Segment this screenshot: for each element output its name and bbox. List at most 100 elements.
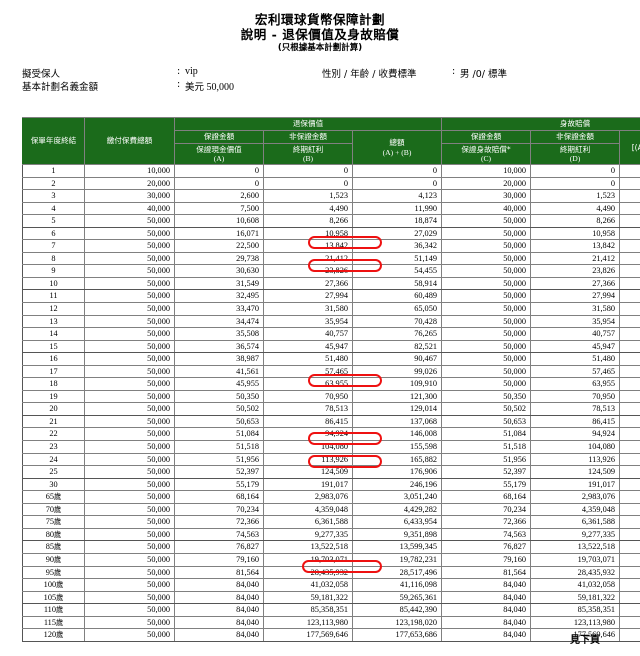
cell-terminal-bonus-d: 8,266 — [530, 214, 621, 228]
cell-total-ab: 6,433,954 — [351, 515, 443, 529]
cell-policy-year: 13 — [22, 314, 85, 329]
table-row: 90歲 50,000 79,160 19,703,071 19,782,231 79,16… — [22, 552, 640, 567]
table-row: 75歲 50,000 72,366 6,361,588 6,433,954 72,366 6… — [22, 515, 640, 529]
cell-guaranteed-cash-value: 29,738 — [174, 251, 264, 266]
cell-policy-year: 21 — [22, 414, 85, 429]
cell-terminal-bonus-d: 35,954 — [530, 314, 621, 329]
cell-total-ab: 54,455 — [351, 264, 443, 278]
cell-guaranteed-cash-value: 41,561 — [174, 364, 264, 379]
cell-guaranteed-death-benefit: 50,653 — [441, 414, 532, 429]
cell-total-death-benefit: 50,000 — [619, 226, 640, 241]
cell-total-premium: 50,000 — [84, 502, 175, 517]
cell-guaranteed-death-benefit: 72,366 — [441, 515, 532, 529]
page-subtitle: 說明 - 退保價值及身故賠償 — [240, 27, 400, 42]
cell-total-death-benefit: 4,429,282 — [619, 502, 640, 517]
cell-guaranteed-death-benefit: 84,040 — [441, 590, 532, 605]
cell-total-premium: 50,000 — [84, 615, 175, 630]
cell-guaranteed-cash-value: 51,518 — [174, 440, 264, 454]
cell-policy-year: 18 — [22, 377, 85, 391]
th-non-guaranteed-surrender: 非保證金額 — [263, 130, 353, 144]
cell-total-premium: 50,000 — [84, 590, 175, 605]
cell-guaranteed-cash-value: 31,549 — [174, 276, 264, 291]
table-row: 2150,00050,65386,415137,06850,65386,4151… — [22, 414, 640, 429]
cell-terminal-bonus-d: 23,826 — [530, 264, 621, 278]
cell-total-death-benefit: 30,000 — [619, 189, 640, 203]
cell-total-death-benefit: 28,517,496 — [619, 565, 640, 580]
cell-total-ab: 246,196 — [351, 477, 443, 492]
table-row: 1350,00034,47435,95470,42850,00035,95470… — [22, 314, 640, 329]
cell-terminal-bonus-d: 124,509 — [530, 465, 621, 479]
table-row: 750,00022,50013,84236,34250,00013,84250,… — [22, 239, 640, 253]
cell-terminal-bonus-b: 27,994 — [263, 289, 353, 303]
cell-guaranteed-death-benefit: 55,179 — [441, 477, 532, 492]
table-row: 25 50,000 52,397 124,509 176,906 52,397 124,50… — [22, 465, 640, 479]
cell-guaranteed-cash-value: 76,827 — [174, 540, 264, 554]
th-total-ab-line2: (A) + (B) — [382, 147, 412, 157]
cell-policy-year: 3 — [22, 189, 85, 203]
cell-terminal-bonus-b: 0 — [263, 176, 353, 191]
cell-total-death-benefit: 59,265,361 — [619, 590, 640, 605]
cell-guaranteed-death-benefit: 51,956 — [441, 452, 532, 467]
cell-terminal-bonus-d: 21,412 — [530, 251, 621, 266]
benefit-illustration-table: 保單年度終結 繳付保費總額 退保價值 身故賠償 保證金額 非保證金額 總額 (A… — [22, 117, 640, 642]
cell-total-death-benefit: 165,882 — [619, 452, 640, 467]
cell-guaranteed-cash-value: 22,500 — [174, 239, 264, 253]
cell-total-premium: 50,000 — [84, 389, 175, 404]
table-row: 85歲 50,000 76,827 13,522,518 13,599,345 76,82… — [22, 540, 640, 554]
cell-total-ab: 4,123 — [351, 189, 443, 203]
table-row: 650,00016,07110,95827,02950,00010,95850,… — [22, 226, 640, 241]
cell-guaranteed-death-benefit: 50,000 — [441, 377, 532, 391]
cell-total-premium: 50,000 — [84, 364, 175, 379]
cell-policy-year-suffix: 歲 — [56, 592, 64, 602]
cell-policy-year: 1 — [22, 164, 85, 178]
cell-terminal-bonus-d: 27,366 — [530, 276, 621, 291]
cell-policy-year: 15 — [22, 339, 85, 354]
cell-terminal-bonus-d: 31,580 — [530, 302, 621, 316]
cell-policy-year: 6 — [22, 226, 85, 241]
cell-terminal-bonus-b: 8,266 — [263, 214, 353, 228]
cell-guaranteed-cash-value: 50,350 — [174, 389, 264, 404]
cell-guaranteed-cash-value: 70,234 — [174, 502, 264, 517]
cell-guaranteed-death-benefit: 50,000 — [441, 314, 532, 329]
cell-terminal-bonus-d: 51,480 — [530, 352, 621, 366]
cell-terminal-bonus-b: 124,509 — [263, 465, 353, 479]
cell-guaranteed-death-benefit: 10,000 — [441, 164, 532, 178]
th-total-ab: 總額 (A) + (B) — [351, 130, 443, 165]
cell-guaranteed-cash-value: 10,608 — [174, 214, 264, 228]
cell-terminal-bonus-d: 13,522,518 — [530, 540, 621, 554]
cell-total-death-benefit: 51,149 — [619, 251, 640, 266]
cell-guaranteed-death-benefit: 52,397 — [441, 465, 532, 479]
cell-total-ab: 4,429,282 — [351, 502, 443, 517]
cell-terminal-bonus-d: 10,958 — [530, 226, 621, 241]
cell-policy-year: 120歲 — [22, 628, 85, 642]
cell-terminal-bonus-b: 6,361,588 — [263, 515, 353, 529]
th-total-premium: 繳付保費總額 — [84, 117, 175, 165]
th-terminal-bonus-b-line1: 終期紅利 — [292, 144, 324, 154]
th-total-ab-line1: 總額 — [389, 138, 405, 147]
cell-total-premium: 50,000 — [84, 251, 175, 266]
cell-terminal-bonus-d: 94,924 — [530, 427, 621, 442]
cell-terminal-bonus-b: 23,826 — [263, 264, 353, 278]
cell-guaranteed-cash-value: 7,500 — [174, 201, 264, 216]
cell-terminal-bonus-b: 57,465 — [263, 364, 353, 379]
cell-policy-year: 12 — [22, 302, 85, 316]
th-non-guaranteed-death: 非保證金額 — [530, 130, 621, 144]
cell-total-premium: 50,000 — [84, 527, 175, 542]
cell-policy-year: 110歲 — [22, 603, 85, 617]
cell-guaranteed-cash-value: 51,956 — [174, 452, 264, 467]
cell-total-premium: 50,000 — [84, 452, 175, 467]
cell-total-death-benefit: 40,000 — [619, 201, 640, 216]
cell-guaranteed-death-benefit: 50,000 — [441, 276, 532, 291]
th-terminal-bonus-d-ref: (D) — [569, 154, 581, 163]
cell-policy-year: 9 — [22, 264, 85, 278]
cell-guaranteed-cash-value: 38,987 — [174, 352, 264, 366]
cell-total-premium: 50,000 — [84, 440, 175, 454]
cell-policy-year: 19 — [22, 389, 85, 404]
cell-total-ab: 36,342 — [351, 239, 443, 253]
cell-terminal-bonus-d: 41,032,058 — [530, 578, 621, 592]
cell-total-death-benefit: 9,351,898 — [619, 527, 640, 542]
cell-total-death-benefit: 123,198,020 — [619, 615, 640, 630]
cell-total-death-benefit: 82,521 — [619, 339, 640, 354]
cell-total-ab: 3,051,240 — [351, 490, 443, 504]
cell-guaranteed-death-benefit: 84,040 — [441, 578, 532, 592]
